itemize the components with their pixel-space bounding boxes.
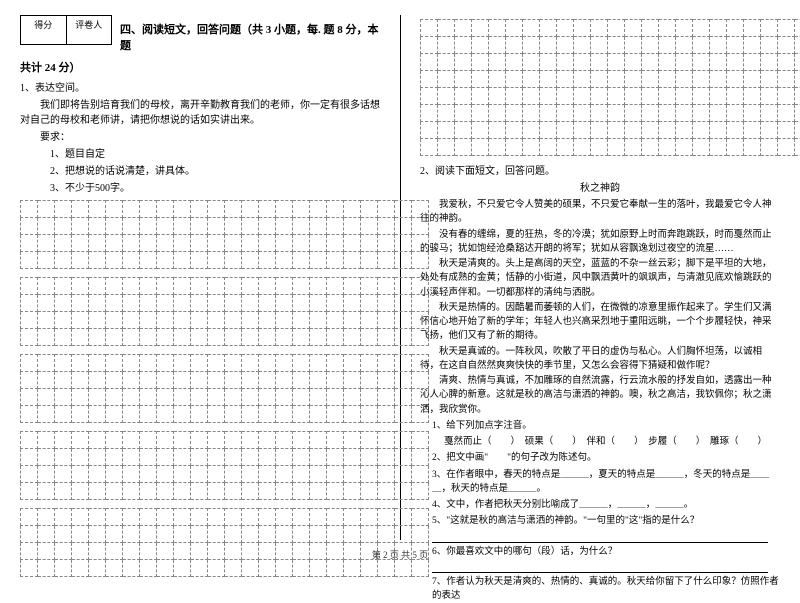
- page: 得分 评卷人 四、阅读短文，回答问题（共 3 小题，每. 题 8 分，本题 共计…: [0, 0, 800, 565]
- article-title: 秋之神韵: [420, 181, 780, 196]
- q1-req-label: 要求：: [20, 130, 380, 145]
- section-subtitle: 共计 24 分）: [20, 59, 380, 75]
- article-p1: 我爱秋，不只爱它令人赞美的硕果，不只爱它奉献一生的落叶，我最爱它令人神往的神韵。: [420, 198, 780, 227]
- article-p3: 秋天是清爽的。头上是高阔的天空，蓝蓝的不杂一丝云彩；脚下是平坦的大地，处处有成熟…: [420, 257, 780, 300]
- q1-number: 1、表达空间。: [20, 81, 380, 96]
- grader-label: 评卷人: [67, 16, 112, 44]
- writing-grid-area: [20, 200, 380, 577]
- article-p5: 秋天是真诚的。一阵秋风，吹散了平日的虚伪与私心。人们胸怀坦荡，以诚相待，在这自自…: [420, 345, 780, 374]
- subq2: 2、把文中画" "的句子改为陈述句。: [432, 451, 780, 465]
- article-p4: 秋天是热情的。因酷暑而萎顿的人们，在微微的凉意里振作起来了。学生们又满怀信心地开…: [420, 301, 780, 344]
- left-column: 得分 评卷人 四、阅读短文，回答问题（共 3 小题，每. 题 8 分，本题 共计…: [0, 0, 400, 565]
- right-column: 2、阅读下面短文，回答问题。 秋之神韵 我爱秋，不只爱它令人赞美的硕果，不只爱它…: [400, 0, 800, 565]
- answer-line-5: [432, 530, 768, 543]
- subq1-line: 戛然而止（ ） 硕果（ ） 伴和（ ） 步履（ ） 雕琢（ ）: [444, 435, 780, 449]
- score-label: 得分: [21, 16, 67, 44]
- subq7: 7、作者认为秋天是清爽的、热情的、真诚的。秋天给你留下了什么印象？仿照作者的表达: [432, 575, 780, 603]
- q1-req2: 2、把想说的话说清楚，讲具体。: [20, 164, 380, 179]
- q1-req3: 3、不少于500字。: [20, 181, 380, 196]
- article: 秋之神韵 我爱秋，不只爱它令人赞美的硕果，不只爱它奉献一生的落叶，我最爱它令人神…: [420, 181, 780, 417]
- subq3: 3、在作者眼中，春天的特点是＿＿＿，夏天的特点是＿＿＿，冬天的特点是＿＿＿，秋天…: [432, 468, 780, 497]
- score-box: 得分 评卷人: [20, 15, 112, 45]
- subq4: 4、文中，作者把秋天分别比喻成了＿＿＿，＿＿＿，＿＿＿。: [432, 498, 780, 512]
- writing-grid-continued: [420, 19, 780, 156]
- q2-number: 2、阅读下面短文，回答问题。: [420, 164, 780, 179]
- subq5: 5、"这就是秋的高洁与潇洒的神韵。"一句里的"这"指的是什么？: [432, 514, 780, 528]
- article-p6: 清爽、热情与真诚，不加雕琢的自然流露，行云流水般的抒发自如，透露出一种沁人心脾的…: [420, 374, 780, 417]
- answer-line-6: [432, 560, 768, 573]
- subq1: 1、给下列加点字注音。: [432, 419, 780, 433]
- article-p2: 没有春的缠绵，夏的狂热，冬的冷漠；犹如原野上时而奔跑跳跃，时而戛然而止的骏马；犹…: [420, 228, 780, 257]
- q1-body: 我们即将告别培育我们的母校，离开辛勤教育我们的老师，你一定有很多话想对自己的母校…: [20, 98, 380, 128]
- q1-req1: 1、题目自定: [20, 147, 380, 162]
- page-footer: 第 2 页 共 5 页: [0, 548, 800, 561]
